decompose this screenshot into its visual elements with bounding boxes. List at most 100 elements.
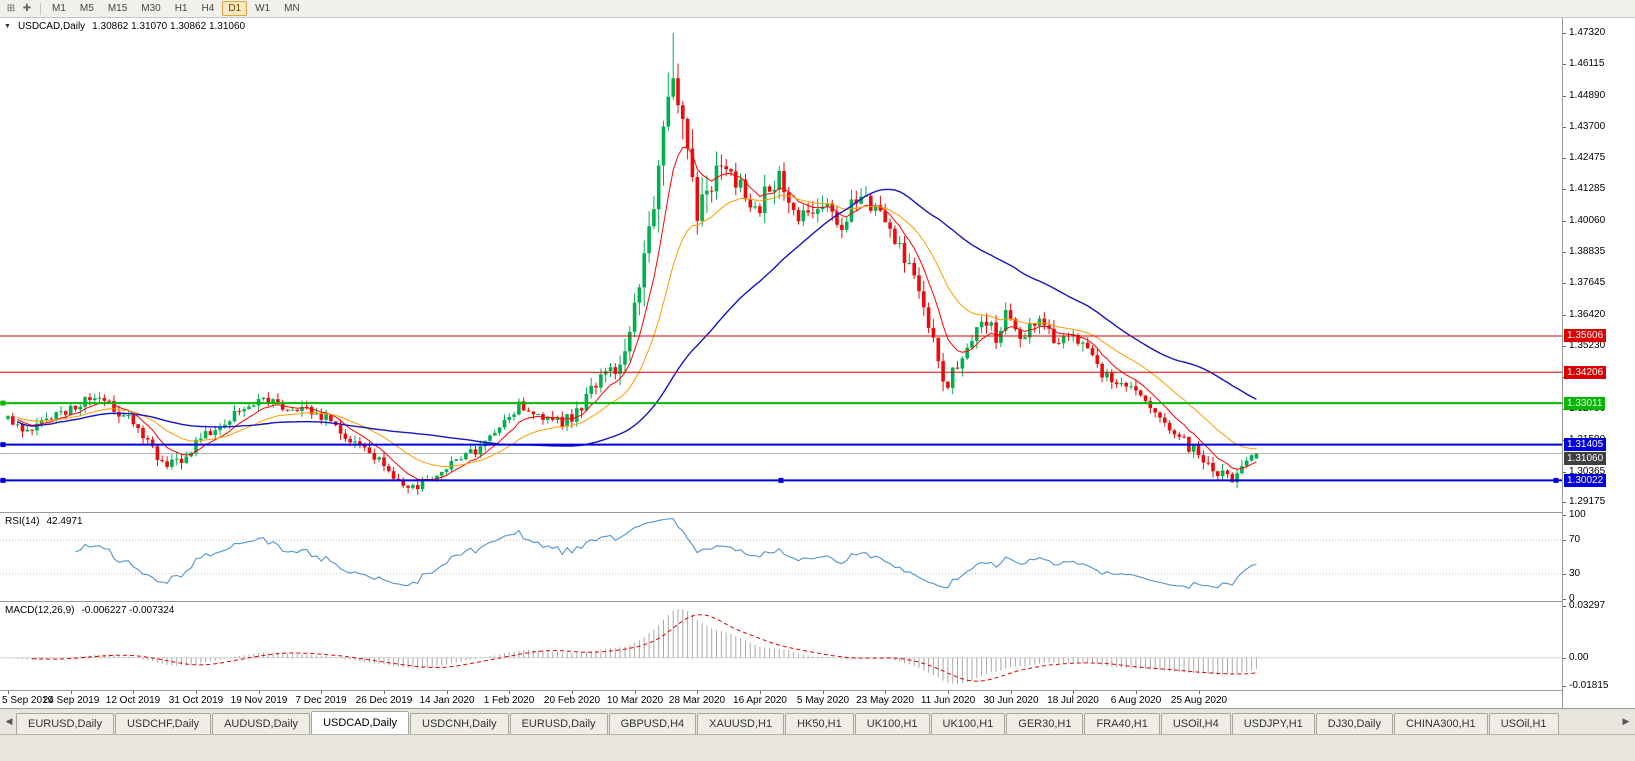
time-axis-tick: [196, 691, 197, 694]
time-axis-tick: [1136, 691, 1137, 694]
chart-tab-eurusd-daily[interactable]: EURUSD,Daily: [16, 713, 114, 734]
chart-tab-uk100-h1[interactable]: UK100,H1: [854, 713, 930, 734]
time-axis-label: 10 Mar 2020: [606, 695, 664, 706]
timeframe-button-mn[interactable]: MN: [284, 3, 300, 14]
macd-axis-label: 0.03297: [1569, 600, 1606, 611]
chart-tab-xauusd-h1[interactable]: XAUUSD,H1: [697, 713, 785, 734]
time-axis-label: 6 Aug 2020: [1110, 695, 1162, 706]
chart-tab-audusd-daily[interactable]: AUDUSD,Daily: [212, 713, 311, 734]
price-axis-label: 1.47320: [1569, 27, 1606, 38]
timeframe-button-w1[interactable]: W1: [255, 3, 271, 14]
time-axis-label: 12 Oct 2019: [105, 695, 161, 706]
price-axis[interactable]: 1.47320 1.46115 1.44890 1.43700 1.42475 1.412…: [1562, 18, 1635, 708]
time-axis-tick: [133, 691, 134, 694]
time-axis-tick: [447, 691, 448, 694]
chart-tab-gbpusd-h4[interactable]: GBPUSD,H4: [608, 713, 697, 734]
rsi-pane-canvas[interactable]: [0, 513, 1562, 601]
line-handle: [0, 442, 6, 448]
timeframe-button-m15[interactable]: M15: [107, 3, 128, 14]
price-axis-label: 1.29175: [1569, 496, 1606, 507]
chart-tab-usdcad-daily[interactable]: USDCAD,Daily: [311, 711, 410, 734]
price-label-box: 1.33011: [1564, 397, 1606, 410]
time-axis-label: 5 Sep 2019: [2, 695, 54, 706]
timeframe-button-h4[interactable]: H4: [201, 3, 215, 14]
rsi-name: RSI(14): [5, 516, 40, 527]
price-axis-label: 1.36420: [1569, 309, 1606, 320]
axis-tick: [1563, 472, 1566, 473]
axis-tick: [1563, 64, 1566, 65]
chart-title: ▼ USDCAD,Daily 1.30862 1.31070 1.30862 1…: [4, 21, 245, 32]
rsi-current-value: 42.4971: [46, 516, 83, 527]
axis-tick: [1563, 515, 1566, 516]
chart-tab-ger30-h1[interactable]: GER30,H1: [1006, 713, 1084, 734]
ma-fast-line: [17, 146, 1257, 480]
axis-tick: [1563, 283, 1566, 284]
pane-divider[interactable]: [0, 512, 1635, 513]
ma-mid-line: [17, 194, 1257, 468]
axis-tick: [1563, 315, 1566, 316]
time-axis-label: 16 Apr 2020: [733, 695, 787, 706]
time-axis-tick: [635, 691, 636, 694]
time-axis[interactable]: 5 Sep 2019 24 Sep 2019 12 Oct 2019 31 Oct 2…: [0, 691, 1562, 708]
chart-tab-china300-h1[interactable]: CHINA300,H1: [1393, 713, 1488, 734]
chart-tab-eurusd-daily[interactable]: EURUSD,Daily: [509, 713, 608, 734]
pane-divider[interactable]: [0, 601, 1635, 602]
time-axis-label: 20 Feb 2020: [543, 695, 601, 706]
chart-tab-usdjpy-h1[interactable]: USDJPY,H1: [1231, 713, 1315, 734]
pane-divider[interactable]: [0, 690, 1635, 691]
current-price-box: 1.31060: [1564, 452, 1607, 465]
price-label-box: 1.34206: [1564, 366, 1607, 379]
time-axis-tick: [823, 691, 824, 694]
timeframe-button-h1[interactable]: H1: [174, 3, 188, 14]
chart-tab-hk50-h1[interactable]: HK50,H1: [785, 713, 854, 734]
axis-tick: [1563, 96, 1566, 97]
price-axis-label: 1.42475: [1569, 152, 1606, 163]
price-axis-label: 1.37645: [1569, 277, 1606, 288]
price-label-box: 1.31405: [1564, 438, 1607, 451]
macd-name: MACD(12,26,9): [5, 605, 75, 616]
time-axis-tick: [384, 691, 385, 694]
macd-axis-label: -0.01815: [1569, 680, 1609, 691]
timeframe-button-m1[interactable]: M1: [52, 3, 66, 14]
price-label-box: 1.30022: [1564, 474, 1607, 487]
macd-pane-canvas[interactable]: [0, 602, 1562, 690]
chart-icon[interactable]: ⊞: [6, 3, 16, 14]
macd-histogram: [12, 609, 1257, 684]
timeframe-toolbar: M1 M5 M15 M30 H1 H4 D1 W1 MN: [46, 1, 306, 16]
time-axis-tick: [1011, 691, 1012, 694]
chart-tab-usoil-h4[interactable]: USOil,H4: [1160, 713, 1231, 734]
chart-tab-usoil-h1[interactable]: USOil,H1: [1488, 713, 1559, 734]
axis-tick: [1563, 599, 1566, 600]
time-axis-tick: [8, 691, 9, 694]
time-axis-label: 11 Jun 2020: [920, 695, 976, 706]
tabs-scroll-right-icon[interactable]: ▶: [1622, 716, 1630, 726]
tabs-scroll-left-icon[interactable]: ◀: [5, 716, 13, 726]
price-axis-label: 1.40060: [1569, 215, 1606, 226]
axis-tick: [1563, 33, 1566, 34]
chart-tab-dj30-daily[interactable]: DJ30,Daily: [1315, 713, 1393, 734]
collapse-arrow-icon[interactable]: ▼: [4, 23, 11, 30]
rsi-axis-label: 0: [1569, 593, 1575, 604]
rsi-axis-label: 70: [1569, 534, 1581, 545]
chart-tabs: EURUSD,Daily USDCHF,Daily AUDUSD,Daily USDC…: [16, 711, 1619, 734]
line-handle: [0, 477, 6, 483]
timeframe-button-d1[interactable]: D1: [222, 1, 248, 16]
line-handle: [1553, 477, 1559, 483]
rsi-axis-label: 30: [1569, 568, 1581, 579]
ma-slow-line: [17, 188, 1257, 447]
crosshair-icon[interactable]: ✚: [22, 3, 32, 14]
chart-tab-fra40-h1[interactable]: FRA40,H1: [1084, 713, 1160, 734]
time-axis-tick: [760, 691, 761, 694]
chart-tab-usdchf-daily[interactable]: USDCHF,Daily: [114, 713, 212, 734]
macd-axis-label: 0.00: [1569, 652, 1589, 663]
timeframe-button-m5[interactable]: M5: [79, 3, 94, 14]
chart-tab-uk100-h1[interactable]: UK100,H1: [930, 713, 1006, 734]
price-chart-canvas[interactable]: [0, 18, 1562, 512]
timeframe-button-m30[interactable]: M30: [141, 3, 161, 14]
time-axis-label: 19 Nov 2019: [230, 695, 288, 706]
price-axis-label: 1.43700: [1569, 121, 1606, 132]
axis-tick: [1563, 221, 1566, 222]
chart-tab-usdcnh-daily[interactable]: USDCNH,Daily: [410, 713, 509, 734]
time-axis-label: 5 May 2020: [796, 695, 850, 706]
toolbar: ⊞ ✚ M1 M5 M15 M30 H1 H4 D1 W1 MN: [0, 0, 1635, 18]
